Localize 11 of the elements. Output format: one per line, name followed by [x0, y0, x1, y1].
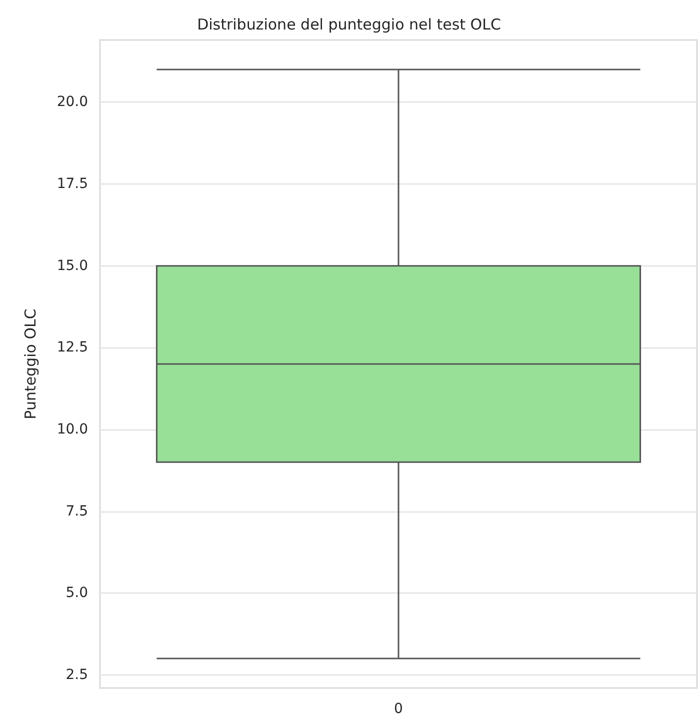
y-tick-label: 17.5 — [56, 176, 88, 192]
y-tick-label: 2.5 — [66, 666, 88, 683]
y-tick-label: 20.0 — [56, 94, 88, 110]
y-tick-label: 5.0 — [66, 585, 88, 602]
y-tick-label: 15.0 — [56, 258, 88, 274]
y-tick-label: 7.5 — [66, 503, 88, 520]
x-tick-label: 0 — [394, 701, 403, 717]
y-tick-label: 12.5 — [56, 340, 88, 356]
chart-title: Distribuzione del punteggio nel test OLC — [197, 16, 501, 34]
y-axis-title: Punteggio OLC — [22, 308, 40, 420]
y-tick-label: 10.0 — [56, 421, 88, 438]
